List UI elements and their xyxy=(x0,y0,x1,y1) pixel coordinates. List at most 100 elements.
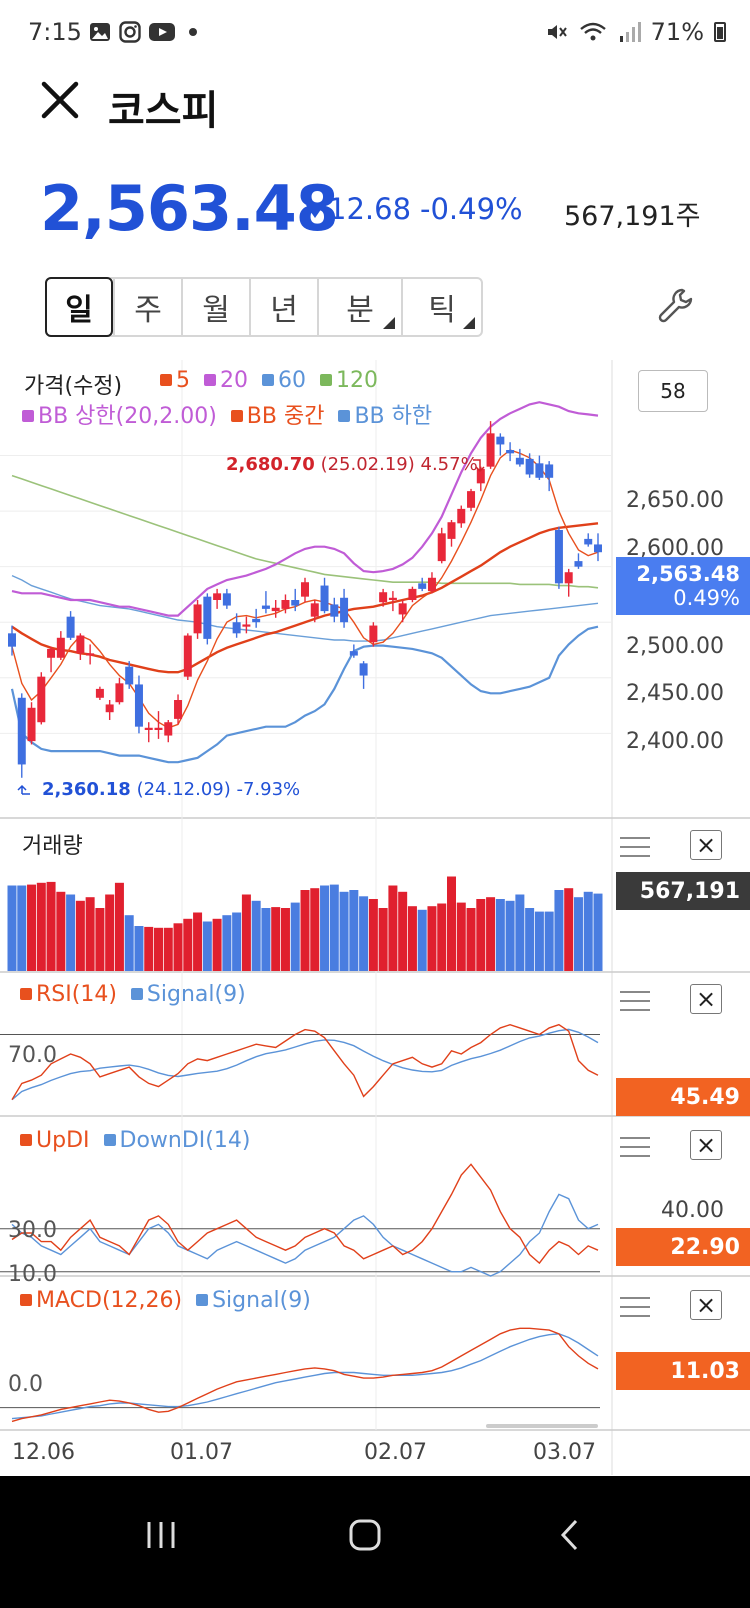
chart-area[interactable]: 가격(수정) 5 20 60 120 BB 상한(20,2.00) BB 중간 BB 하한… xyxy=(0,360,750,1475)
legend-item: BB 상한(20,2.00) xyxy=(22,404,217,429)
legend-item: 20 xyxy=(204,368,248,393)
battery-icon xyxy=(714,22,726,42)
x-axis-label: 02.07 xyxy=(364,1440,427,1465)
candle-body xyxy=(574,561,583,567)
volume-bar xyxy=(17,885,27,971)
candle-body xyxy=(203,596,212,639)
tab-minute[interactable]: 분 xyxy=(317,279,401,335)
tab-tick[interactable]: 틱 xyxy=(401,279,481,335)
trading-volume: 567,191주 xyxy=(564,201,701,232)
price-panel-title: 가격(수정) xyxy=(24,374,123,399)
legend-label: BB 하한 xyxy=(354,404,433,429)
volume-bar xyxy=(46,881,56,971)
bb-middle-line xyxy=(11,522,599,674)
volume-bar xyxy=(251,900,261,971)
close-panel-button[interactable]: × xyxy=(690,830,722,860)
legend-label: BB 상한(20,2.00) xyxy=(38,404,217,429)
candle-body xyxy=(359,663,368,676)
recent-apps-icon[interactable] xyxy=(145,1518,177,1552)
menu-icon[interactable] xyxy=(620,836,650,858)
legend-item: BB 하한 xyxy=(338,404,432,429)
volume-bar xyxy=(7,885,17,971)
volume-bar xyxy=(593,893,603,971)
volume-bar xyxy=(407,906,417,971)
close-icon[interactable] xyxy=(38,78,82,122)
bb-upper-line xyxy=(11,401,599,617)
rsi-signal-line xyxy=(11,1028,599,1101)
status-bar: 7:15 71% xyxy=(0,0,750,66)
updi-line xyxy=(11,1163,599,1265)
close-panel-button[interactable]: × xyxy=(690,1290,722,1320)
volume-bar xyxy=(163,927,173,971)
candle-body xyxy=(418,583,427,589)
menu-icon[interactable] xyxy=(620,1136,650,1158)
mute-icon xyxy=(547,25,567,39)
legend-label: 120 xyxy=(336,368,378,393)
volume-bar xyxy=(202,921,212,971)
candle-body xyxy=(496,436,505,445)
rsi-level-label: 70.0 xyxy=(8,1043,57,1068)
volume-bar xyxy=(222,915,232,971)
candle-body xyxy=(447,522,456,539)
back-icon[interactable] xyxy=(558,1518,582,1552)
candle-body xyxy=(554,530,563,584)
candle-body xyxy=(222,593,231,606)
candle-body xyxy=(56,637,65,658)
instagram-icon xyxy=(119,21,141,43)
tag-price: 2,563.48 xyxy=(636,562,740,586)
candle-body xyxy=(594,544,602,553)
low-marker-label: 2,360.18 (24.12.09) -7.93% xyxy=(42,779,300,800)
volume-bar xyxy=(388,885,398,971)
home-icon[interactable] xyxy=(348,1518,382,1552)
legend-label: 5 xyxy=(176,368,190,393)
legend-item: Signal(9) xyxy=(196,1288,311,1313)
volume-bar xyxy=(525,908,535,971)
volume-bar xyxy=(495,899,505,971)
wrench-icon[interactable] xyxy=(656,286,696,326)
legend-item: BB 중간 xyxy=(230,404,324,429)
volume-bar xyxy=(466,908,476,971)
legend-label: MACD(12,26) xyxy=(36,1288,183,1313)
candle-body xyxy=(76,635,85,654)
volume-bar xyxy=(515,894,525,971)
legend-swatch xyxy=(22,410,34,422)
dmi-y-tick: 40.00 xyxy=(661,1198,724,1223)
candle-body xyxy=(310,603,319,617)
candle-body xyxy=(27,707,36,742)
scroll-indicator xyxy=(486,1424,598,1428)
legend-item: 60 xyxy=(262,368,306,393)
volume-bar xyxy=(271,907,281,971)
low-marker-value: 2,360.18 xyxy=(42,779,131,800)
macd-signal-line xyxy=(11,1333,599,1420)
legend-item: 5 xyxy=(160,368,190,393)
volume-bar xyxy=(261,908,271,971)
close-panel-button[interactable]: × xyxy=(690,984,722,1014)
legend-label: 20 xyxy=(220,368,248,393)
dropdown-corner-icon xyxy=(463,317,475,329)
y-tick-label: 2,600.00 xyxy=(626,536,724,561)
chart-canvas[interactable] xyxy=(0,360,750,1475)
tab-day[interactable]: 일 xyxy=(45,277,113,337)
tab-week[interactable]: 주 xyxy=(113,279,181,335)
high-marker-detail: (25.02.19) 4.57% xyxy=(320,454,478,475)
volume-bar xyxy=(134,926,144,971)
candle-body xyxy=(476,468,485,484)
ma-legend: 5 20 60 120 xyxy=(160,368,392,393)
signal-icon xyxy=(619,22,641,42)
legend-swatch xyxy=(160,374,172,386)
legend-label: 60 xyxy=(278,368,306,393)
volume-bar xyxy=(280,908,290,971)
youtube-icon xyxy=(149,23,175,41)
menu-icon[interactable] xyxy=(620,1296,650,1318)
tag-percent: 0.49% xyxy=(673,586,740,610)
status-time: 7:15 xyxy=(28,18,82,46)
candle-body xyxy=(437,533,446,562)
volume-bar xyxy=(290,902,300,971)
tab-month[interactable]: 월 xyxy=(181,279,249,335)
dmi-legend: UpDI DownDI(14) xyxy=(20,1128,264,1153)
tab-year[interactable]: 년 xyxy=(249,279,317,335)
legend-label: RSI(14) xyxy=(36,982,117,1007)
close-panel-button[interactable]: × xyxy=(690,1130,722,1160)
candle-count-box[interactable]: 58 xyxy=(638,370,708,412)
menu-icon[interactable] xyxy=(620,990,650,1012)
